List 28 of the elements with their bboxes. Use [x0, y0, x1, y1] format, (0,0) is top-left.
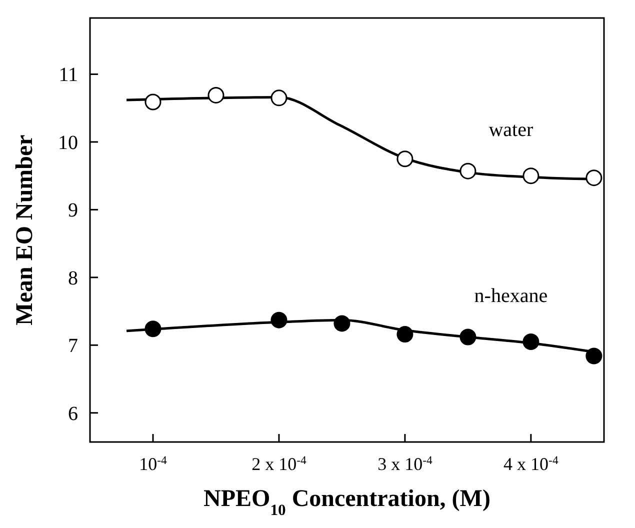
y-tick-label: 10	[58, 132, 78, 154]
point	[586, 348, 602, 364]
series-label: n-hexane	[474, 284, 548, 307]
x-tick-label: 10$^{-4}$	[139, 454, 168, 474]
point	[586, 170, 602, 186]
series-label: water	[488, 118, 534, 141]
point	[460, 162, 476, 180]
point	[334, 315, 350, 332]
point	[396, 150, 414, 168]
point	[396, 326, 414, 343]
y-tick-label: 6	[68, 402, 78, 425]
y-tick-label: 11	[58, 64, 78, 86]
point	[522, 168, 540, 184]
point	[144, 94, 162, 110]
point	[270, 312, 288, 328]
y-tick-label: 7	[68, 335, 78, 358]
point	[522, 334, 540, 350]
point	[144, 320, 162, 338]
point	[270, 90, 288, 106]
x-tick-label: 3 x 10$^{-4}$	[378, 454, 432, 474]
point	[460, 328, 476, 346]
y-tick-label: 8	[68, 267, 78, 290]
point	[208, 86, 224, 104]
y-tick-label: 9	[68, 200, 78, 222]
y-axis-title: Mean EO Number	[12, 134, 38, 326]
x-tick-label: 4 x 10$^{-4}$	[504, 454, 558, 474]
x-tick-label: 2 x 10$^{-4}$	[252, 454, 306, 474]
x-axis-title: NPEO$_{10}$ Concentration, (M)	[204, 486, 490, 518]
